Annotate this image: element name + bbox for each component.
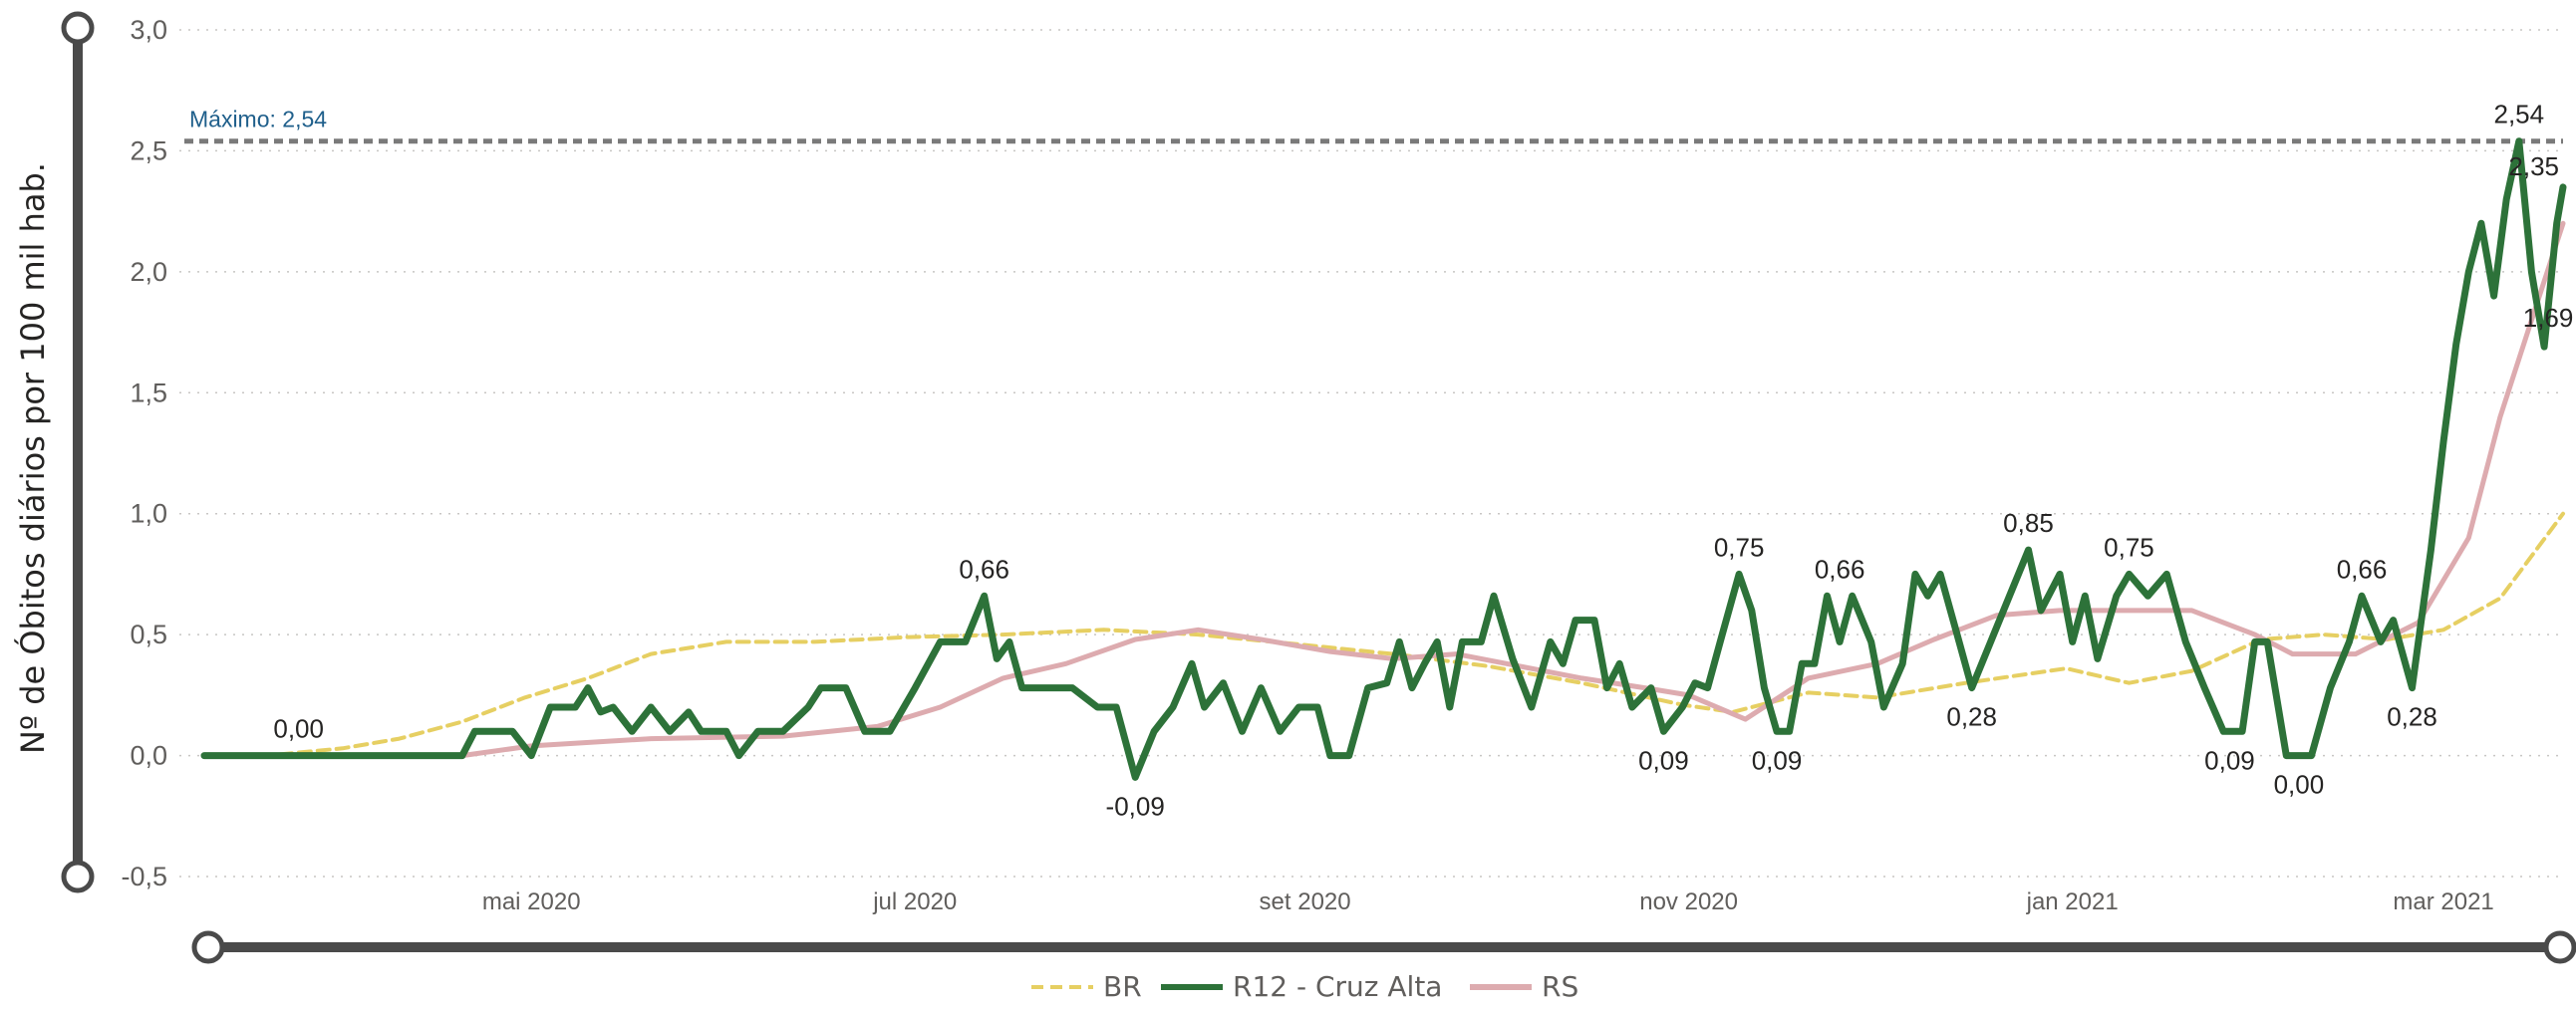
x-tick-label: mar 2021 — [2393, 888, 2493, 915]
data-label: 2,54 — [2494, 100, 2545, 129]
y-slider-handle-bottom[interactable] — [64, 863, 92, 890]
data-label: 1,69 — [2523, 303, 2574, 333]
legend-label: RS — [1542, 970, 1578, 1003]
y-range-slider[interactable] — [64, 14, 92, 890]
y-tick-label: 0,0 — [130, 741, 167, 771]
y-slider-track — [73, 28, 83, 878]
y-axis-title: Nº de Óbitos diários por 100 mil hab. — [13, 162, 52, 754]
data-label: 0,66 — [1815, 554, 1865, 584]
data-label: 0,09 — [1638, 745, 1689, 775]
data-label: 0,28 — [2387, 702, 2437, 732]
data-label: 0,85 — [2003, 508, 2054, 538]
x-slider-handle-left[interactable] — [194, 933, 222, 961]
y-tick-label: 3,0 — [130, 15, 167, 45]
y-tick-label: 0,5 — [130, 620, 167, 649]
y-tick-label: 2,0 — [130, 257, 167, 287]
y-tick-label: 2,5 — [130, 135, 167, 165]
x-slider-track — [207, 942, 2559, 952]
data-label: 0,00 — [273, 714, 324, 744]
series-line-r12-cruz-alta — [204, 141, 2563, 778]
data-label: 0,75 — [2104, 532, 2154, 562]
data-label: 0,66 — [959, 554, 1009, 584]
x-range-slider[interactable] — [194, 933, 2574, 961]
x-tick-label: jul 2020 — [872, 888, 957, 915]
data-label: 0,00 — [2274, 770, 2325, 800]
data-label: -0,09 — [1106, 791, 1165, 821]
x-tick-label: set 2020 — [1260, 888, 1351, 915]
data-label: 0,09 — [2204, 745, 2255, 775]
x-slider-handle-right[interactable] — [2546, 933, 2574, 961]
series-lines — [204, 141, 2563, 778]
x-tick-label: jan 2021 — [2026, 888, 2119, 915]
x-tick-label: mai 2020 — [482, 888, 581, 915]
data-label: 2,35 — [2508, 151, 2559, 181]
y-tick-label: -0,5 — [121, 862, 167, 891]
x-axis: mai 2020 jul 2020 set 2020 nov 2020 jan 2021… — [482, 888, 2494, 915]
data-label: 0,66 — [2337, 554, 2388, 584]
data-label: 0,09 — [1752, 745, 1803, 775]
y-tick-label: 1,0 — [130, 499, 167, 529]
legend: BR R12 - Cruz Alta RS — [1031, 970, 1578, 1003]
data-label: 0,75 — [1714, 532, 1765, 562]
y-axis: 3,0 2,5 2,0 1,5 1,0 0,5 0,0 -0,5 — [121, 15, 167, 891]
series-line-br — [204, 514, 2563, 756]
max-reference: Máximo: 2,54 — [184, 107, 2563, 141]
x-tick-label: nov 2020 — [1639, 888, 1738, 915]
series-line-rs — [204, 223, 2563, 755]
data-label: 0,28 — [1946, 702, 1997, 732]
legend-label: R12 - Cruz Alta — [1233, 970, 1442, 1003]
y-tick-label: 1,5 — [130, 378, 167, 407]
legend-label: BR — [1103, 970, 1142, 1003]
max-reference-label: Máximo: 2,54 — [189, 107, 327, 132]
y-slider-handle-top[interactable] — [64, 14, 92, 42]
